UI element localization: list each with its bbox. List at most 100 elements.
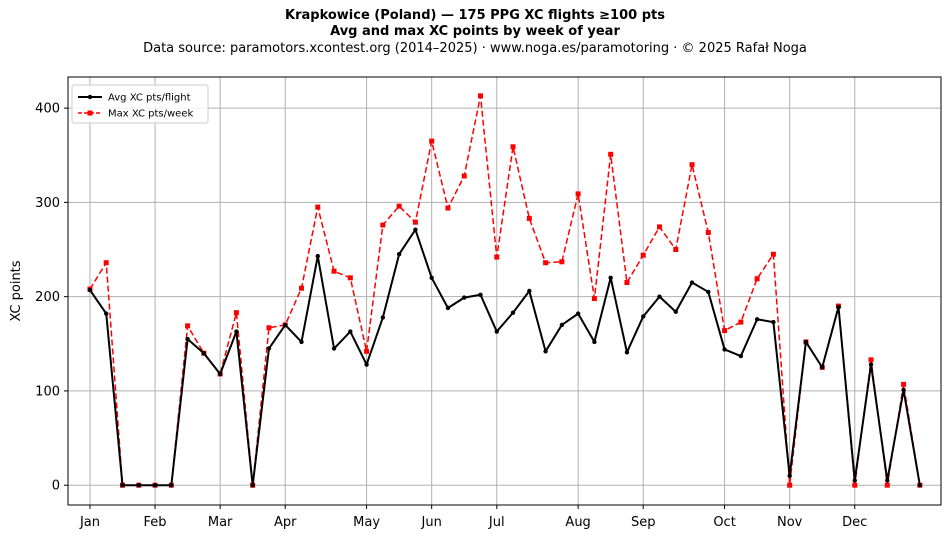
data-point — [656, 224, 662, 230]
x-tick-label: Aug — [565, 515, 590, 530]
y-tick-label: 200 — [35, 290, 60, 305]
chart-title-block: Krapkowice (Poland) — 175 PPG XC flights… — [0, 8, 950, 58]
data-point — [868, 362, 874, 367]
data-point — [901, 387, 906, 393]
data-point — [917, 483, 923, 488]
data-point — [396, 203, 402, 209]
data-point — [559, 322, 565, 328]
x-tick-label: Mar — [208, 515, 233, 530]
data-point — [510, 144, 516, 150]
data-point — [591, 296, 597, 302]
data-point — [836, 304, 841, 310]
x-axis: Jan Feb Mar Apr May Jun Jul Aug Sep Oct Nov Dec — [79, 505, 867, 530]
plot-area-frame — [67, 76, 942, 506]
data-point — [592, 339, 597, 345]
chart-subtitle: Avg and max XC points by week of year — [330, 24, 620, 39]
data-point — [738, 319, 744, 325]
data-point — [283, 322, 288, 328]
data-point — [559, 259, 565, 265]
data-point — [347, 275, 353, 281]
data-point — [331, 268, 337, 274]
y-tick-label: 0 — [52, 479, 60, 494]
data-point — [461, 173, 467, 179]
data-point — [510, 310, 516, 315]
x-tick-label: Nov — [777, 515, 803, 530]
data-point — [754, 276, 760, 282]
data-point — [543, 260, 549, 266]
data-point — [103, 260, 109, 266]
x-tick-label: Jul — [488, 515, 505, 530]
data-point — [299, 285, 305, 291]
data-point — [445, 205, 451, 211]
x-tick-label: May — [353, 515, 380, 530]
data-point — [136, 483, 141, 488]
data-point — [673, 247, 679, 253]
data-point — [673, 309, 678, 314]
data-point — [575, 191, 581, 197]
data-point — [640, 252, 646, 258]
data-point — [787, 473, 792, 478]
data-point — [185, 336, 190, 342]
legend-marker — [87, 110, 93, 116]
data-point — [120, 483, 125, 488]
grid-lines — [68, 77, 941, 505]
data-point — [901, 381, 907, 387]
y-tick-label: 300 — [35, 196, 60, 211]
x-tick-label: Jan — [79, 515, 100, 530]
data-point — [364, 362, 369, 367]
data-point — [429, 138, 435, 144]
data-point — [526, 215, 532, 221]
data-point — [477, 93, 483, 99]
data-point — [624, 280, 630, 286]
chart-source-note: Data source: paramotors.xcontest.org (20… — [143, 41, 807, 56]
series-max — [87, 93, 923, 488]
series-line — [89, 95, 921, 486]
y-tick-label: 100 — [35, 384, 60, 399]
data-point — [104, 311, 109, 316]
data-point — [575, 311, 581, 316]
legend-marker — [87, 94, 93, 100]
data-point — [250, 483, 255, 488]
y-axis: 0 100 200 300 400 — [35, 102, 68, 494]
data-point — [657, 294, 662, 299]
chart-title: Krapkowice (Poland) — 175 PPG XC flights… — [285, 8, 665, 23]
data-point — [233, 310, 239, 316]
x-tick-label: Feb — [144, 515, 167, 530]
data-point — [185, 323, 191, 329]
series-line — [89, 228, 921, 487]
data-point — [705, 230, 711, 236]
data-point — [885, 478, 890, 483]
data-point — [689, 162, 695, 168]
data-point — [527, 288, 532, 294]
data-point — [348, 329, 353, 334]
series-avg — [87, 227, 923, 488]
data-point — [380, 222, 386, 228]
data-point — [217, 371, 223, 377]
data-point — [608, 275, 613, 281]
data-point — [266, 346, 272, 351]
data-point — [803, 339, 809, 345]
data-point — [624, 350, 630, 355]
data-point — [852, 478, 857, 483]
data-point — [315, 253, 320, 259]
legend-label: Max XC pts/week — [108, 109, 193, 120]
data-point — [87, 287, 93, 293]
data-point — [445, 305, 451, 311]
legend: Avg XC pts/flight Max XC pts/week — [71, 84, 209, 124]
data-point — [396, 252, 402, 257]
data-point — [315, 204, 321, 210]
data-point — [429, 275, 434, 281]
x-tick-label: Oct — [713, 515, 735, 530]
data-point — [868, 357, 874, 363]
data-point — [689, 280, 695, 285]
data-point — [852, 482, 858, 488]
legend-label: Avg XC pts/flight — [108, 93, 191, 104]
data-point — [754, 317, 760, 322]
data-point — [152, 483, 158, 488]
data-point — [169, 483, 174, 488]
data-point — [299, 339, 304, 345]
data-point — [787, 482, 793, 488]
data-point — [462, 295, 467, 300]
data-point — [641, 314, 646, 319]
